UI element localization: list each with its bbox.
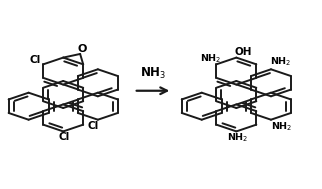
Text: Cl: Cl — [59, 132, 70, 142]
Text: O: O — [77, 44, 87, 54]
Text: Cl: Cl — [87, 121, 99, 131]
Text: NH$_2$: NH$_2$ — [270, 55, 291, 68]
Text: OH: OH — [235, 47, 252, 57]
Text: Cl: Cl — [30, 55, 41, 65]
Text: NH$_2$: NH$_2$ — [227, 131, 248, 144]
Text: NH$_2$: NH$_2$ — [271, 120, 292, 133]
Text: NH$_2$: NH$_2$ — [200, 52, 222, 65]
Text: NH$_3$: NH$_3$ — [140, 66, 166, 81]
